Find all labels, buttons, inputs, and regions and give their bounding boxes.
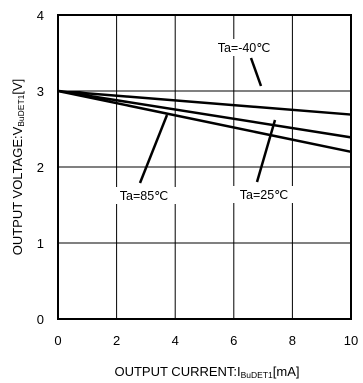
x-axis-title-unit: [mA] bbox=[273, 364, 300, 379]
x-tick-label: 4 bbox=[172, 333, 179, 348]
y-axis-title-unit: [V] bbox=[10, 79, 25, 95]
y-axis-title: OUTPUT VOLTAGE:VBuDET1[V] bbox=[10, 79, 26, 256]
series-line-ta25 bbox=[57, 89, 352, 139]
annotation-ta40: Ta=-40℃ bbox=[218, 41, 271, 55]
y-tick-label: 1 bbox=[37, 236, 44, 251]
y-axis-title-sub: BuDET1 bbox=[16, 94, 26, 126]
annotation-leader bbox=[249, 57, 263, 87]
grid-layer bbox=[58, 15, 351, 319]
y-tick-label: 0 bbox=[37, 312, 44, 327]
annotation-ta85: Ta=85℃ bbox=[120, 189, 168, 203]
y-tick-label: 4 bbox=[37, 8, 44, 23]
series-layer bbox=[57, 89, 352, 154]
x-tick-label: 0 bbox=[54, 333, 61, 348]
x-axis-title-main: OUTPUT CURRENT:I bbox=[114, 364, 240, 379]
x-tick-label: 10 bbox=[344, 333, 358, 348]
x-axis-title-sub: BuDET1 bbox=[241, 370, 273, 380]
series-line-ta40 bbox=[57, 89, 352, 116]
x-tick-label: 6 bbox=[230, 333, 237, 348]
annotation-ta25: Ta=25℃ bbox=[240, 188, 288, 202]
annotation-background bbox=[110, 187, 178, 204]
y-tick-label: 3 bbox=[37, 84, 44, 99]
annotation-background bbox=[230, 186, 298, 203]
x-tick-label: 2 bbox=[113, 333, 120, 348]
annot-layer: Ta=-40℃ Ta=25℃ Ta=85℃ bbox=[110, 39, 298, 204]
annotation-leader bbox=[138, 114, 169, 184]
annotation-leader bbox=[255, 119, 277, 183]
x-axis-title: OUTPUT CURRENT:IBuDET1[mA] bbox=[114, 364, 299, 380]
plot-frame bbox=[57, 14, 352, 320]
x-tick-label: 8 bbox=[289, 333, 296, 348]
y-axis-title-main: OUTPUT VOLTAGE:V bbox=[10, 126, 25, 255]
series-line-ta85 bbox=[57, 89, 352, 154]
y-tick-label: 2 bbox=[37, 160, 44, 175]
tick-layer: 0 2 4 6 8 10 0 1 2 3 4 bbox=[37, 8, 358, 348]
annotation-background bbox=[210, 39, 278, 56]
